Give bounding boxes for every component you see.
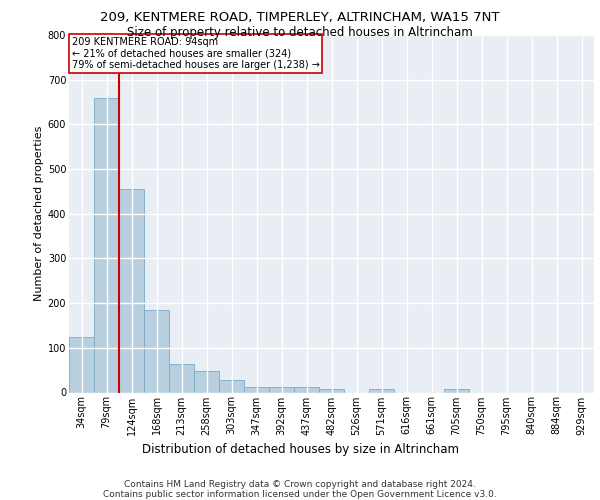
Bar — [144, 310, 169, 392]
Bar — [219, 380, 244, 392]
Bar — [119, 189, 144, 392]
Y-axis label: Number of detached properties: Number of detached properties — [34, 126, 44, 302]
Bar — [169, 364, 194, 392]
Text: Distribution of detached houses by size in Altrincham: Distribution of detached houses by size … — [142, 442, 458, 456]
Text: Size of property relative to detached houses in Altrincham: Size of property relative to detached ho… — [127, 26, 473, 39]
Bar — [444, 389, 469, 392]
Bar — [269, 386, 294, 392]
Bar — [69, 336, 94, 392]
Text: 209, KENTMERE ROAD, TIMPERLEY, ALTRINCHAM, WA15 7NT: 209, KENTMERE ROAD, TIMPERLEY, ALTRINCHA… — [100, 11, 500, 24]
Bar — [94, 98, 119, 393]
Bar — [244, 387, 269, 392]
Text: Contains HM Land Registry data © Crown copyright and database right 2024.
Contai: Contains HM Land Registry data © Crown c… — [103, 480, 497, 499]
Bar — [319, 389, 344, 392]
Text: 209 KENTMERE ROAD: 94sqm
← 21% of detached houses are smaller (324)
79% of semi-: 209 KENTMERE ROAD: 94sqm ← 21% of detach… — [71, 37, 320, 70]
Bar — [294, 386, 319, 392]
Bar — [369, 389, 394, 392]
Bar — [194, 371, 219, 392]
